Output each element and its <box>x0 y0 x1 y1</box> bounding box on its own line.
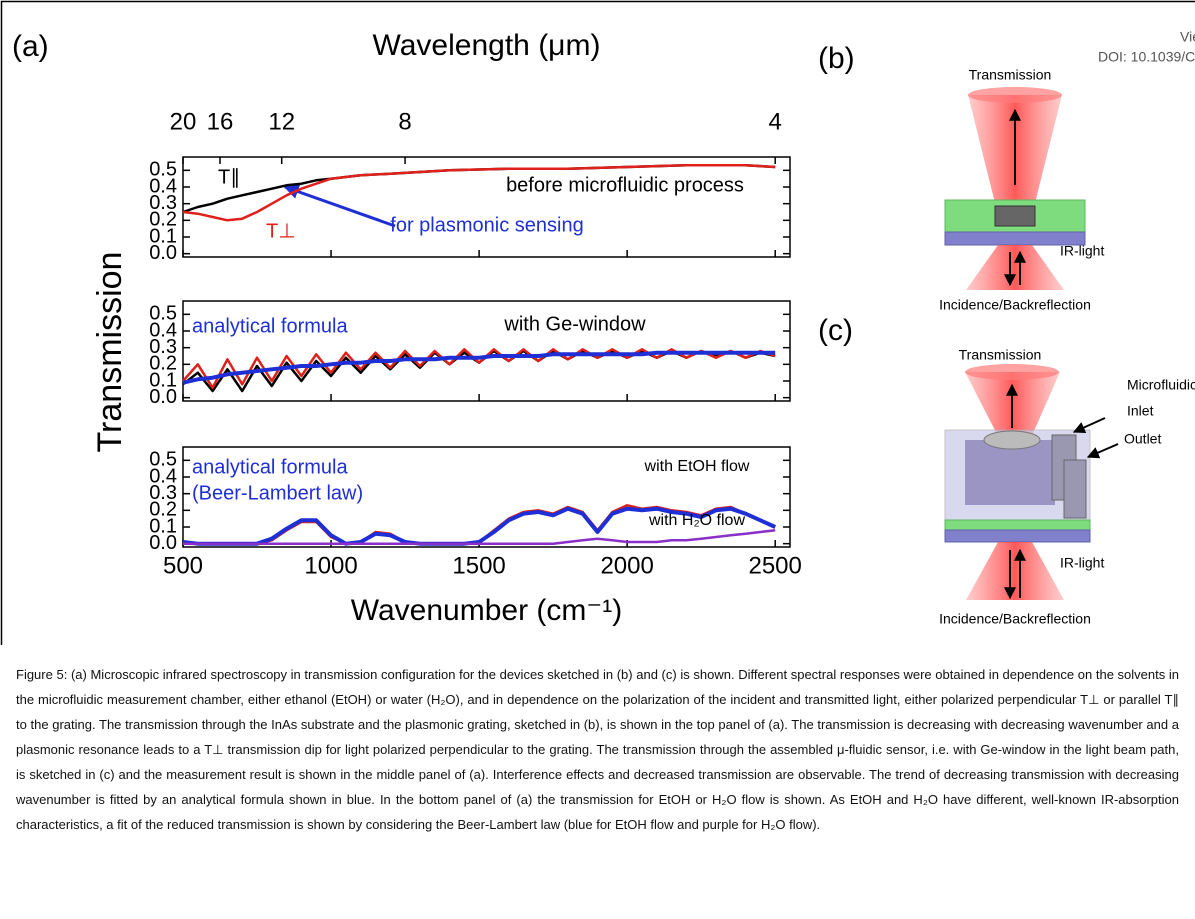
x-axis-title: Wavenumber (cm⁻¹) <box>351 594 622 627</box>
panel-label: (c) <box>818 314 853 347</box>
y-tick-label: 0.5 <box>149 159 177 181</box>
diagram-label: IR-light <box>1060 555 1104 571</box>
annotation: T∥ <box>218 166 240 188</box>
x2-tick-label: 16 <box>207 108 234 135</box>
y-tick-label: 0.0 <box>149 532 177 554</box>
diagram-label: IR-light <box>1060 243 1104 259</box>
figure: (a) View A DOI: 10.1039/C9 (b) Transmiss… <box>0 0 1195 645</box>
diagram-label: Transmission <box>969 67 1052 83</box>
watermark: DOI: 10.1039/C9 <box>1098 49 1195 65</box>
y-axis-title: Transmission <box>91 252 129 453</box>
annotation-arrow <box>283 184 396 228</box>
x2-tick-label: 20 <box>170 108 197 135</box>
x-tick-label: 1500 <box>452 552 505 579</box>
annotation: with H₂O flow <box>648 512 745 529</box>
x-tick-label: 1000 <box>304 552 357 579</box>
y-tick-label: 0.5 <box>149 303 177 325</box>
watermark: View A <box>1180 29 1195 45</box>
plot-frame <box>182 446 791 548</box>
panel-label: (b) <box>818 42 855 75</box>
y-tick-label: 0.4 <box>149 175 177 197</box>
y-tick-label: 0.2 <box>149 499 177 521</box>
x2-tick-label: 12 <box>268 108 295 135</box>
annotation: for plasmonic sensing <box>390 214 583 236</box>
x-tick-label: 500 <box>163 552 203 579</box>
diagram-label: Incidence/Backreflection <box>939 611 1091 627</box>
y-tick-label: 0.2 <box>149 209 177 231</box>
x2-axis-title: Wavelength (μm) <box>373 29 601 62</box>
annotation: before microfluidic process <box>506 174 744 196</box>
diagram-b: (b) Transmission IR-light Incidence/Back… <box>818 42 1104 313</box>
diagram-label: Incidence/Backreflection <box>939 297 1091 313</box>
caption: Figure 5: (a) Microscopic infrared spect… <box>16 667 1179 832</box>
y-tick-label: 0.1 <box>149 515 177 537</box>
y-tick-label: 0.0 <box>149 242 177 264</box>
plot-frame <box>182 300 791 402</box>
plot-frame <box>182 156 791 258</box>
y-tick-label: 0.1 <box>149 369 177 391</box>
annotation: analytical formula <box>192 315 349 337</box>
y-tick-label: 0.1 <box>149 225 177 247</box>
y-tick-label: 0.5 <box>149 449 177 471</box>
y-tick-label: 0.0 <box>149 386 177 408</box>
x-tick-label: 2500 <box>748 552 801 579</box>
y-tick-label: 0.2 <box>149 353 177 375</box>
x2-tick-label: 8 <box>398 108 411 135</box>
panel-label: (a) <box>12 30 49 63</box>
y-tick-label: 0.3 <box>149 482 177 504</box>
y-tick-label: 0.3 <box>149 336 177 358</box>
series-line <box>182 506 777 546</box>
annotation: with Ge-window <box>503 313 646 335</box>
series-line <box>182 350 776 385</box>
x2-tick-label: 4 <box>769 108 782 135</box>
diagram-label: Inlet <box>1127 403 1154 419</box>
diagram-label: Transmission <box>959 347 1042 363</box>
series-line <box>182 164 776 222</box>
diagram-c: (c) Transmission Microfluidic Inlet Outl… <box>818 314 1195 627</box>
y-tick-label: 0.4 <box>149 319 177 341</box>
series-line <box>183 529 776 545</box>
diagram-label: Microfluidic <box>1127 377 1195 393</box>
annotation: T⊥ <box>266 220 296 242</box>
figure-border <box>0 0 1195 645</box>
y-tick-label: 0.4 <box>149 465 177 487</box>
diagram-label: Outlet <box>1124 431 1161 447</box>
annotation: analytical formula <box>192 456 349 478</box>
annotation: (Beer-Lambert law) <box>192 482 363 504</box>
x-tick-label: 2000 <box>600 552 653 579</box>
annotation: with EtOH flow <box>644 458 750 475</box>
y-tick-label: 0.3 <box>149 192 177 214</box>
